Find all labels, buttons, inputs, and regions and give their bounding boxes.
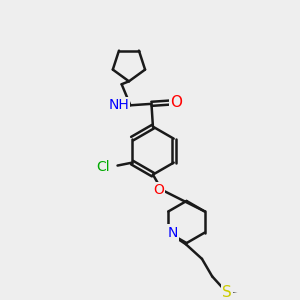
Text: O: O [153,183,164,197]
Text: O: O [170,95,182,110]
Text: NH: NH [108,98,129,112]
Text: S: S [222,285,232,300]
Text: Cl: Cl [97,160,110,174]
Text: N: N [167,226,178,239]
